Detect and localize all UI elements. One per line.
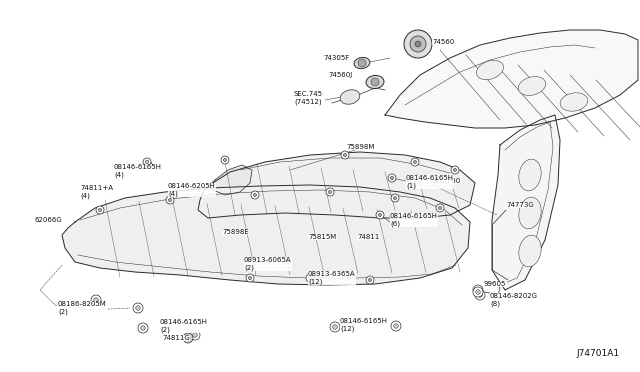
Circle shape xyxy=(390,176,394,180)
Text: 74811G: 74811G xyxy=(162,335,189,341)
Circle shape xyxy=(253,193,257,196)
Ellipse shape xyxy=(519,197,541,229)
Text: 08146-6205H
(4): 08146-6205H (4) xyxy=(168,183,216,197)
Circle shape xyxy=(391,321,401,331)
Circle shape xyxy=(223,158,227,161)
Circle shape xyxy=(133,303,143,313)
Circle shape xyxy=(476,288,480,292)
Text: 08146-6165H
(12): 08146-6165H (12) xyxy=(340,318,388,332)
Circle shape xyxy=(371,78,379,86)
Ellipse shape xyxy=(519,159,541,191)
Polygon shape xyxy=(210,165,252,195)
Circle shape xyxy=(136,306,140,310)
Text: 74305F: 74305F xyxy=(324,55,350,61)
Ellipse shape xyxy=(519,235,541,267)
Circle shape xyxy=(413,160,417,164)
Circle shape xyxy=(366,276,374,284)
Ellipse shape xyxy=(560,93,588,111)
Ellipse shape xyxy=(340,90,360,104)
Text: 74811: 74811 xyxy=(357,234,380,240)
Circle shape xyxy=(246,274,254,282)
Circle shape xyxy=(248,276,252,280)
Circle shape xyxy=(388,174,396,182)
Text: J74701A1: J74701A1 xyxy=(577,349,620,358)
Circle shape xyxy=(376,211,384,219)
Polygon shape xyxy=(198,152,475,218)
Text: 08913-6065A
(2): 08913-6065A (2) xyxy=(244,257,292,271)
Text: 62066G: 62066G xyxy=(35,217,62,223)
Circle shape xyxy=(138,323,148,333)
Circle shape xyxy=(221,156,229,164)
Polygon shape xyxy=(492,115,560,290)
Circle shape xyxy=(326,188,334,196)
Text: 08146-8202G
(8): 08146-8202G (8) xyxy=(490,293,538,307)
Circle shape xyxy=(308,276,312,280)
Circle shape xyxy=(96,206,104,214)
Text: 08186-8205M
(2): 08186-8205M (2) xyxy=(58,301,107,315)
Text: 08146-6165H
(6): 08146-6165H (6) xyxy=(390,213,438,227)
Circle shape xyxy=(166,196,174,204)
Circle shape xyxy=(378,214,381,217)
Text: 75815M: 75815M xyxy=(308,234,336,240)
Ellipse shape xyxy=(354,57,370,68)
Text: 99605: 99605 xyxy=(484,281,506,287)
Circle shape xyxy=(436,204,444,212)
Circle shape xyxy=(330,322,340,332)
Circle shape xyxy=(141,326,145,330)
Circle shape xyxy=(91,295,101,305)
Circle shape xyxy=(411,158,419,166)
Circle shape xyxy=(183,333,193,343)
Circle shape xyxy=(451,166,459,174)
Text: 74560J: 74560J xyxy=(329,72,353,78)
Circle shape xyxy=(473,287,483,297)
Ellipse shape xyxy=(518,77,546,96)
Ellipse shape xyxy=(477,60,504,80)
Circle shape xyxy=(306,274,314,282)
Circle shape xyxy=(168,198,172,202)
Circle shape xyxy=(473,285,483,295)
Circle shape xyxy=(410,36,426,52)
Circle shape xyxy=(93,298,99,302)
Ellipse shape xyxy=(366,76,384,89)
Circle shape xyxy=(145,160,149,164)
Text: 74560: 74560 xyxy=(432,39,454,45)
Circle shape xyxy=(344,153,347,157)
Circle shape xyxy=(394,324,398,328)
Text: 75898E: 75898E xyxy=(222,229,249,235)
Circle shape xyxy=(438,206,442,209)
Circle shape xyxy=(144,161,152,169)
Circle shape xyxy=(143,158,151,166)
Text: 08146-6165H
(1): 08146-6165H (1) xyxy=(406,175,454,189)
Circle shape xyxy=(190,330,200,340)
Text: 08913-6365A
(12): 08913-6365A (12) xyxy=(308,271,356,285)
Text: 74773G: 74773G xyxy=(506,202,534,208)
Circle shape xyxy=(415,41,421,47)
Circle shape xyxy=(369,278,372,282)
Circle shape xyxy=(477,293,483,297)
Circle shape xyxy=(453,169,456,171)
Circle shape xyxy=(476,290,480,294)
Circle shape xyxy=(99,208,102,212)
Circle shape xyxy=(147,163,150,167)
Circle shape xyxy=(475,290,485,300)
Text: 08146-6165H
(2): 08146-6165H (2) xyxy=(160,319,208,333)
Circle shape xyxy=(404,30,432,58)
Text: SEC.760: SEC.760 xyxy=(432,178,461,184)
Circle shape xyxy=(193,333,197,337)
Text: 74811+A
(4): 74811+A (4) xyxy=(80,185,113,199)
Circle shape xyxy=(328,190,332,193)
Circle shape xyxy=(341,151,349,159)
Text: 08146-6165H
(4): 08146-6165H (4) xyxy=(114,164,162,178)
Polygon shape xyxy=(62,185,470,285)
Circle shape xyxy=(333,325,337,329)
Text: SEC.745
(74512): SEC.745 (74512) xyxy=(293,91,322,105)
Text: 75898M: 75898M xyxy=(346,144,374,150)
Circle shape xyxy=(358,59,366,67)
Polygon shape xyxy=(385,30,638,128)
Circle shape xyxy=(394,196,397,200)
Circle shape xyxy=(391,194,399,202)
Circle shape xyxy=(251,191,259,199)
